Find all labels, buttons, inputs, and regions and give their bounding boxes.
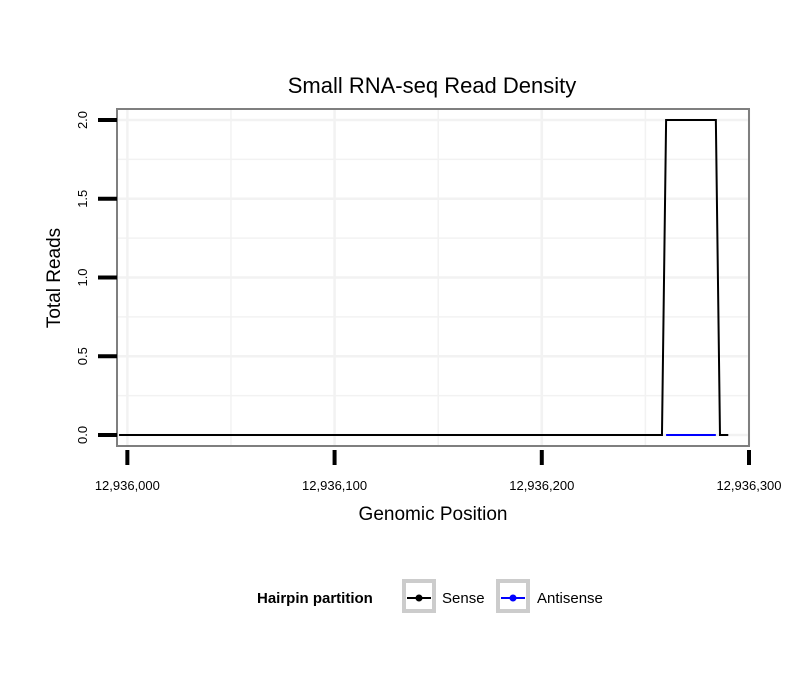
x-tick-label: 12,936,200	[509, 478, 574, 493]
x-tick-label: 12,936,100	[302, 478, 367, 493]
y-tick-label: 0.0	[75, 426, 90, 444]
y-tick-label: 2.0	[75, 111, 90, 129]
legend-marker-antisense	[509, 594, 517, 602]
legend-item-sense: Sense	[402, 579, 485, 613]
legend-label-antisense: Antisense	[537, 590, 603, 607]
y-tick-label: 1.5	[75, 190, 90, 208]
y-axis-title: Total Reads	[44, 228, 65, 328]
grid	[117, 109, 751, 446]
axes: 12,936,000 12,936,100 12,936,200 12,936,300…	[75, 111, 782, 493]
series-line-sense	[119, 119, 729, 436]
y-tick-label: 0.5	[75, 347, 90, 365]
legend-label-sense: Sense	[442, 590, 485, 607]
legend: Hairpin partition Sense Antisense	[257, 579, 603, 613]
series-layer	[119, 119, 729, 436]
legend-key-antisense	[496, 579, 530, 613]
legend-marker-sense	[415, 594, 423, 602]
x-axis-title: Genomic Position	[359, 504, 508, 525]
chart-title: Small RNA-seq Read Density	[288, 73, 577, 98]
y-tick-label: 1.0	[75, 268, 90, 286]
legend-title: Hairpin partition	[257, 590, 373, 607]
x-tick-label: 12,936,000	[95, 478, 160, 493]
x-tick-label: 12,936,300	[716, 478, 781, 493]
legend-item-antisense: Antisense	[496, 579, 603, 613]
